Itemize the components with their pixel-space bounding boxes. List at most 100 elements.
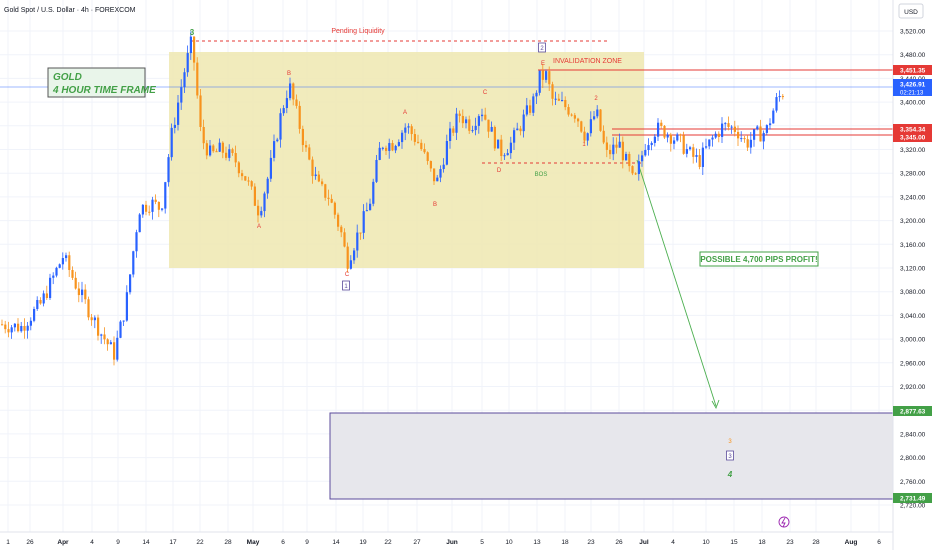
- candle-body: [145, 204, 148, 212]
- wave-boxed-3-box: [726, 450, 734, 461]
- wave-target-small: 3: [728, 439, 732, 445]
- candle-body: [497, 139, 500, 149]
- wave-boxed-3: 3: [728, 454, 732, 460]
- candle-body: [692, 147, 695, 157]
- candle-body: [580, 121, 583, 132]
- time-tick: 22: [384, 539, 392, 546]
- candle-body: [215, 151, 218, 153]
- candle-body: [609, 149, 612, 155]
- candle-body: [161, 208, 164, 210]
- candle-body: [135, 232, 138, 252]
- wave-point-b: B: [433, 202, 437, 208]
- candle-body: [356, 232, 359, 251]
- timeframe-box-line1: GOLD: [53, 72, 82, 83]
- wave-point-b: B: [287, 71, 291, 77]
- wave-boxed-2: 2: [540, 46, 544, 52]
- price-tick: 3,240.00: [900, 194, 926, 201]
- time-tick: 10: [505, 539, 513, 546]
- timeframe-box-line2: 4 HOUR TIME FRAME: [52, 85, 156, 96]
- candle-body: [33, 308, 36, 321]
- candle-body: [484, 114, 487, 120]
- price-tag: 2,877.63: [900, 409, 926, 416]
- candle-body: [663, 125, 666, 138]
- candle-body: [343, 232, 346, 247]
- time-tick: May: [247, 539, 260, 546]
- time-tick: Apr: [57, 539, 69, 546]
- candle-body: [429, 161, 432, 169]
- candle-body: [372, 181, 375, 204]
- time-tick: 19: [359, 539, 367, 546]
- candle-body: [103, 334, 106, 340]
- candle-body: [202, 126, 205, 144]
- candle-body: [413, 134, 416, 142]
- candle-body: [346, 246, 349, 269]
- candle-body: [503, 155, 506, 157]
- candle-body: [129, 274, 132, 293]
- candle-body: [708, 139, 711, 147]
- candle-body: [769, 123, 772, 126]
- candle-body: [327, 197, 330, 199]
- candle-body: [477, 116, 480, 126]
- price-tag-box: [893, 79, 932, 96]
- candle-body: [42, 293, 45, 304]
- candle-body: [417, 141, 420, 143]
- candle-body: [436, 177, 439, 182]
- candle-body: [577, 118, 580, 122]
- candle-body: [778, 96, 781, 98]
- candle-body: [586, 133, 589, 141]
- candle-body: [602, 130, 605, 143]
- candle-body: [36, 299, 39, 309]
- time-tick: 17: [169, 539, 177, 546]
- time-tick: 22: [196, 539, 204, 546]
- candle-body: [154, 199, 157, 202]
- wave-boxed-2-box: [538, 42, 546, 53]
- candle-body: [743, 138, 746, 140]
- candle-body: [349, 260, 352, 269]
- profit-label-box: [699, 251, 819, 267]
- candle-body: [13, 323, 16, 328]
- candle-body: [340, 226, 343, 233]
- candle-body: [212, 145, 215, 152]
- candle-body: [529, 105, 532, 113]
- candle-body: [548, 71, 551, 85]
- time-tick: 18: [561, 539, 569, 546]
- candle-body: [669, 134, 672, 144]
- candle-body: [420, 142, 423, 150]
- candle-body: [471, 130, 474, 132]
- wave-point-c: C: [483, 90, 488, 96]
- candle-body: [762, 132, 765, 142]
- candle-body: [407, 126, 410, 128]
- candle-body: [545, 71, 548, 80]
- candle-body: [733, 126, 736, 132]
- time-tick: 23: [786, 539, 794, 546]
- candle-body: [682, 135, 685, 154]
- time-tick: 28: [812, 539, 820, 546]
- candle-body: [189, 36, 192, 54]
- lightning-icon[interactable]: [778, 516, 790, 528]
- candle-body: [557, 98, 560, 101]
- candle-body: [493, 126, 496, 149]
- wave-point-e: E: [541, 61, 545, 67]
- candles: [1, 31, 784, 366]
- currency-label[interactable]: USD: [904, 9, 918, 16]
- candle-body: [116, 337, 119, 360]
- currency-box[interactable]: [898, 3, 924, 19]
- time-tick: Jun: [446, 539, 458, 546]
- candle-body: [170, 127, 173, 158]
- candle-body: [714, 133, 717, 138]
- candle-body: [465, 119, 468, 124]
- candle-body: [541, 70, 544, 80]
- candle-body: [29, 320, 32, 326]
- candle-body: [225, 152, 228, 158]
- candle-body: [109, 342, 112, 345]
- candle-body: [615, 144, 618, 148]
- candle-body: [122, 320, 125, 322]
- candle-body: [253, 186, 256, 206]
- candle-body: [404, 127, 407, 133]
- candle-body: [564, 99, 567, 108]
- candle-body: [183, 72, 186, 88]
- candle-body: [106, 339, 109, 345]
- candle-body: [375, 159, 378, 182]
